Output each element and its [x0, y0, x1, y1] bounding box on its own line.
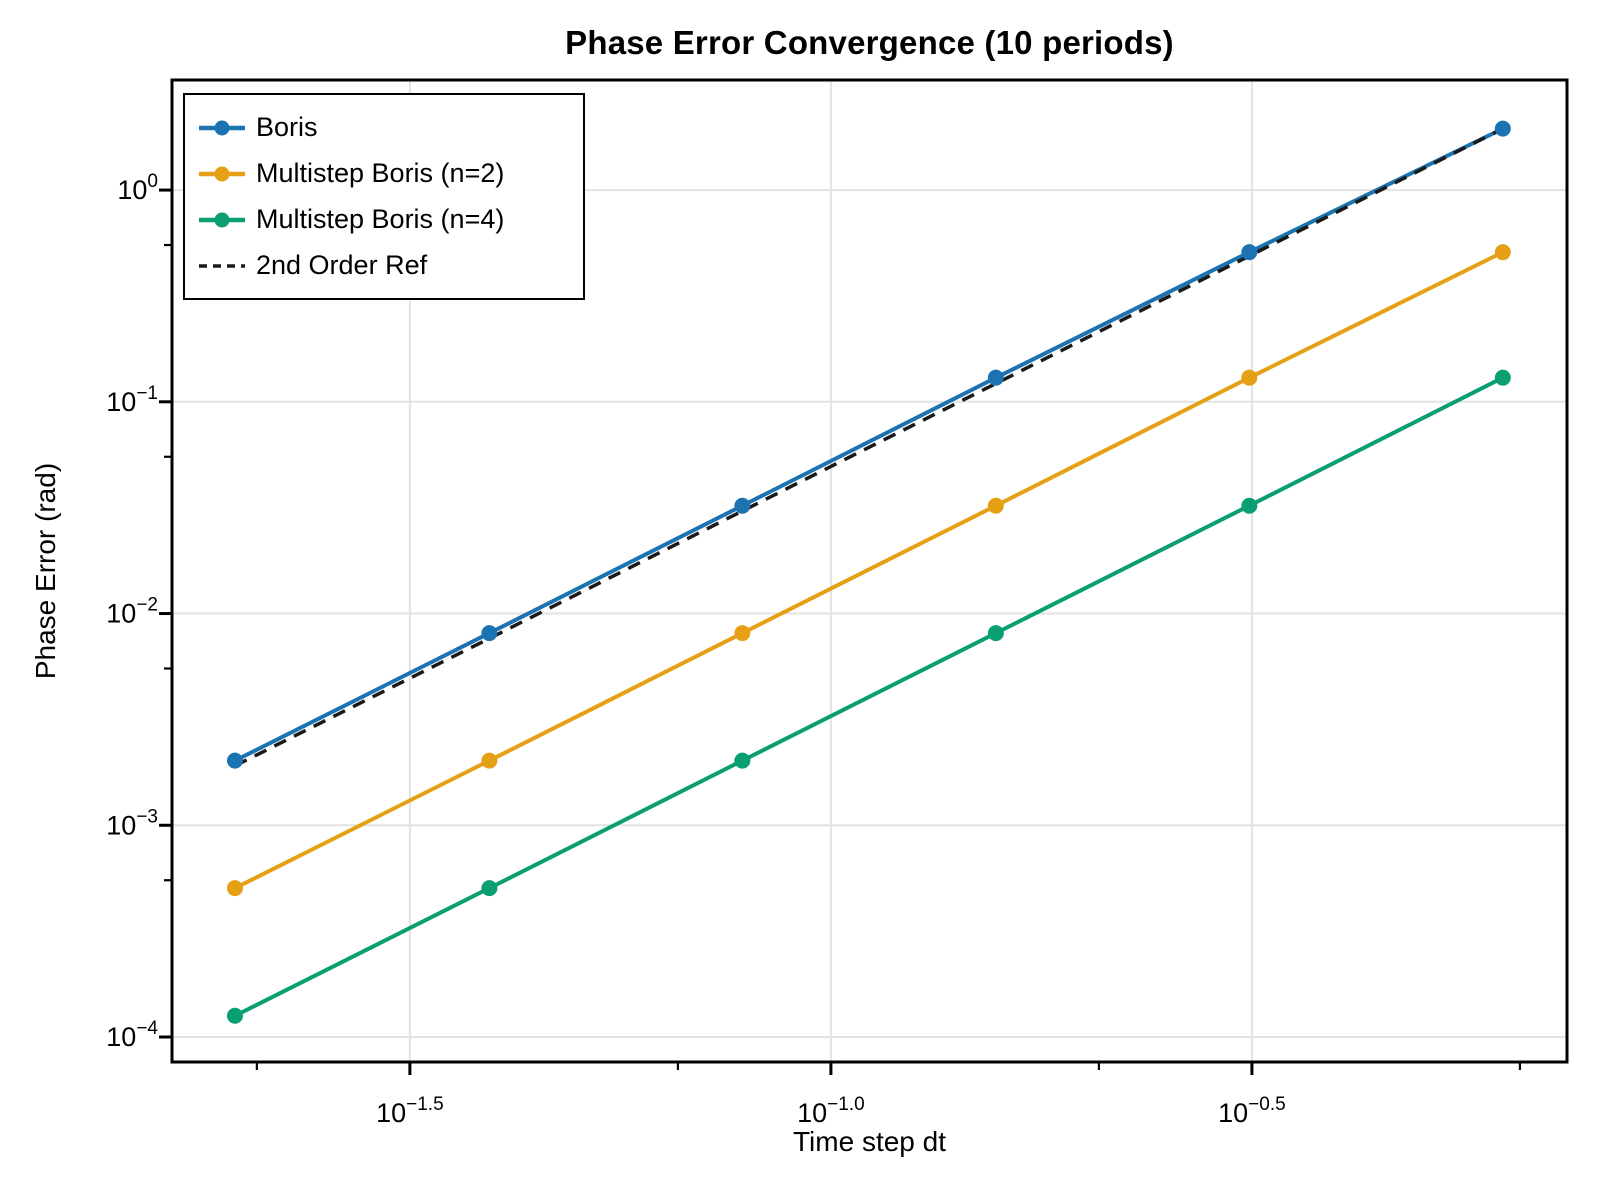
- legend-sample-marker: [214, 212, 230, 227]
- legend-dashed-line-icon: [199, 263, 245, 268]
- legend-entry-boris: Boris: [198, 111, 583, 144]
- legend-label: Multistep Boris (n=4): [256, 204, 505, 234]
- data-point-series-3: [481, 880, 498, 897]
- legend-sample-marker: [214, 166, 230, 181]
- data-point-series-3: [987, 625, 1004, 642]
- x-tick-label: 10−1.5: [376, 1094, 444, 1128]
- data-point-series-2: [226, 880, 243, 897]
- data-point-series-2: [481, 752, 498, 769]
- legend-entry-multistep-n2: Multistep Boris (n=2): [198, 157, 583, 190]
- series-line-3: [234, 375, 1504, 1018]
- y-axis-label: Phase Error (rad): [30, 462, 61, 680]
- data-point-series-3: [1241, 497, 1258, 514]
- data-point-series-1: [1494, 120, 1511, 137]
- series-line-4: [234, 127, 1504, 768]
- series-line-1: [234, 126, 1504, 763]
- legend-sample-marker: [214, 120, 230, 135]
- series-line-2: [234, 250, 1504, 890]
- x-tick-label: 10−1.0: [797, 1094, 865, 1128]
- y-tick-label: 10−3: [106, 806, 158, 840]
- chart-title: Phase Error Convergence (10 periods): [565, 24, 1174, 61]
- data-point-series-2: [734, 625, 751, 642]
- data-point-series-2: [1494, 244, 1511, 261]
- legend-line-marker-icon: [199, 212, 245, 227]
- legend-entry-ref: 2nd Order Ref: [198, 249, 583, 282]
- data-point-series-2: [1241, 369, 1258, 386]
- data-point-series-2: [987, 497, 1004, 514]
- legend-label: Boris: [256, 112, 318, 142]
- x-tick-label: 10−0.5: [1218, 1094, 1286, 1128]
- data-point-series-1: [481, 625, 498, 642]
- data-point-series-3: [734, 752, 751, 769]
- data-point-series-1: [226, 752, 243, 769]
- y-tick-label: 10−4: [106, 1018, 158, 1052]
- x-axis-label: Time step dt: [792, 1126, 946, 1157]
- legend-line-marker-icon: [199, 166, 245, 181]
- y-tick-label: 100: [117, 171, 158, 205]
- y-tick-label: 10−2: [106, 595, 158, 629]
- data-point-series-1: [987, 369, 1004, 386]
- data-point-series-1: [734, 497, 751, 514]
- legend-label: 2nd Order Ref: [256, 250, 428, 280]
- plot-frame: [170, 78, 1569, 1064]
- data-point-series-3: [226, 1007, 243, 1024]
- data-point-series-3: [1494, 369, 1511, 386]
- legend-line-marker-icon: [199, 120, 245, 135]
- legend-label: Multistep Boris (n=2): [256, 158, 505, 188]
- legend-entry-multistep-n4: Multistep Boris (n=4): [198, 203, 583, 236]
- y-tick-label: 10−1: [106, 383, 158, 417]
- data-point-series-1: [1241, 244, 1258, 261]
- legend: Boris Multistep Boris (n=2) Multistep Bo…: [183, 93, 585, 300]
